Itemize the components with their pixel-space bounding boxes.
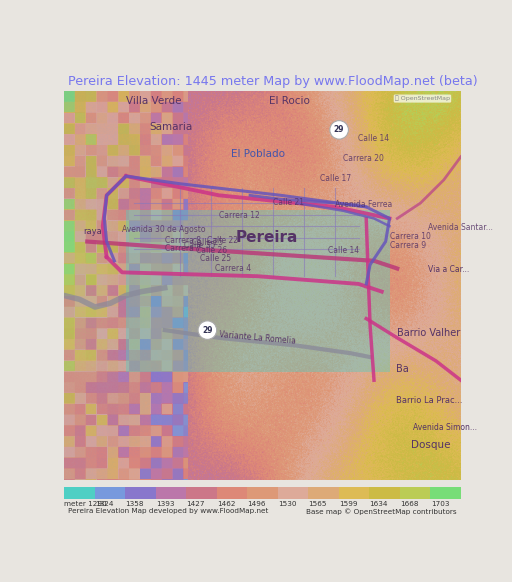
Text: 1565: 1565: [309, 501, 327, 507]
Text: Avenida Simon...: Avenida Simon...: [413, 423, 477, 432]
Text: Barrio Valher: Barrio Valher: [397, 328, 460, 338]
Text: Calle 21: Calle 21: [273, 197, 304, 207]
Text: El Poblado: El Poblado: [230, 149, 285, 159]
Text: El Rocio: El Rocio: [269, 97, 310, 107]
Text: 1496: 1496: [247, 501, 266, 507]
Text: Variante La Romelia: Variante La Romelia: [219, 329, 296, 345]
Text: 1634: 1634: [370, 501, 388, 507]
Text: 1358: 1358: [125, 501, 144, 507]
Text: Avenida Santar...: Avenida Santar...: [428, 223, 493, 232]
Text: 1427: 1427: [186, 501, 205, 507]
Text: Calle 14: Calle 14: [328, 246, 358, 255]
Text: 1324: 1324: [95, 501, 114, 507]
Text: Calle 22: Calle 22: [207, 236, 239, 245]
Bar: [64, 487, 95, 499]
Bar: [430, 487, 461, 499]
Text: Pereira: Pereira: [236, 230, 298, 245]
Text: raya: raya: [83, 227, 102, 236]
Text: Via a Car...: Via a Car...: [428, 265, 470, 274]
Text: Calle 25: Calle 25: [192, 239, 223, 247]
Circle shape: [330, 120, 349, 139]
Text: Carrera 7: Carrera 7: [165, 244, 201, 253]
Text: Carrera 20: Carrera 20: [343, 154, 384, 163]
Text: 29: 29: [334, 125, 345, 134]
Text: Barrio La Prac...: Barrio La Prac...: [396, 396, 462, 405]
Bar: [278, 487, 308, 499]
Text: Calle 35: Calle 35: [184, 241, 216, 250]
Bar: [156, 487, 186, 499]
Bar: [247, 487, 278, 499]
Text: 🔍 OpenStreetMap: 🔍 OpenStreetMap: [395, 96, 450, 101]
Bar: [217, 487, 247, 499]
Circle shape: [198, 321, 217, 339]
Text: 1668: 1668: [400, 501, 419, 507]
Text: Calle 14: Calle 14: [358, 134, 390, 143]
Bar: [339, 487, 369, 499]
Bar: [95, 487, 125, 499]
Text: Samaria: Samaria: [150, 122, 193, 132]
Text: 1703: 1703: [431, 501, 449, 507]
Text: Calle 26: Calle 26: [196, 246, 227, 255]
Text: Villa Verde: Villa Verde: [126, 97, 181, 107]
Text: 1393: 1393: [156, 501, 175, 507]
Text: Carrera 10: Carrera 10: [390, 232, 431, 242]
Text: Avenida Ferrea: Avenida Ferrea: [335, 200, 393, 209]
Text: meter 1290: meter 1290: [65, 501, 107, 507]
Bar: [400, 487, 430, 499]
Text: 1599: 1599: [339, 501, 357, 507]
Text: Avenida 30 de Agosto: Avenida 30 de Agosto: [122, 225, 206, 235]
Text: Base map © OpenStreetMap contributors: Base map © OpenStreetMap contributors: [306, 508, 457, 514]
Text: Pereira Elevation Map developed by www.FloodMap.net: Pereira Elevation Map developed by www.F…: [68, 508, 268, 514]
Text: 1530: 1530: [278, 501, 296, 507]
Text: Dosque: Dosque: [411, 440, 451, 450]
Text: Calle 17: Calle 17: [320, 175, 351, 183]
Bar: [308, 487, 339, 499]
Bar: [125, 487, 156, 499]
Text: Carrera 4: Carrera 4: [215, 264, 251, 273]
Text: Pereira Elevation: 1445 meter Map by www.FloodMap.net (beta): Pereira Elevation: 1445 meter Map by www…: [68, 75, 478, 88]
Bar: [369, 487, 400, 499]
Text: 29: 29: [202, 326, 212, 335]
Text: Carrera 8: Carrera 8: [165, 236, 201, 245]
Text: 1462: 1462: [217, 501, 236, 507]
Bar: [186, 487, 217, 499]
Text: Ba: Ba: [396, 364, 409, 374]
Text: Carrera 9: Carrera 9: [390, 241, 425, 250]
Text: Calle 25: Calle 25: [200, 254, 231, 263]
Text: Carrera 12: Carrera 12: [219, 211, 260, 221]
